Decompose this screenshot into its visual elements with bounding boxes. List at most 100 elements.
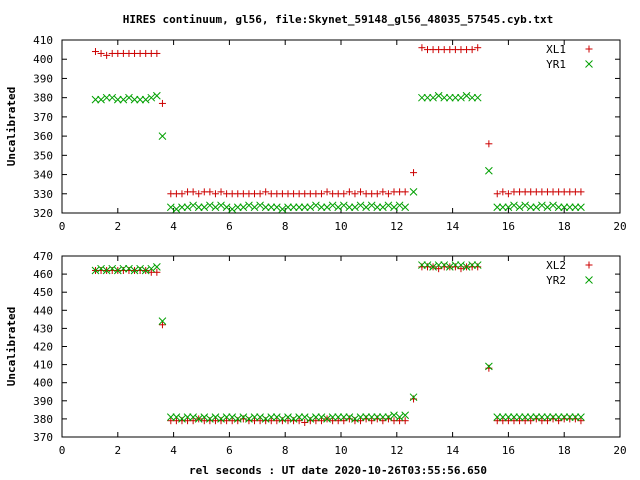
data-point [340,190,348,198]
legend-marker [585,45,593,53]
data-point [504,190,512,198]
series-yr1 [91,91,585,214]
data-point [217,188,225,196]
data-point [136,264,144,273]
data-point [571,203,580,212]
legend-label: XL2 [546,259,566,272]
data-point [351,415,359,423]
x-tick-label: 10 [334,220,347,233]
data-point [328,201,337,210]
legend-marker [585,261,593,269]
data-point [504,413,513,421]
data-point [130,95,139,104]
data-point [462,263,471,271]
x-tick-label: 6 [226,444,233,457]
x-tick-label: 4 [170,444,177,457]
data-point [378,203,387,212]
x-tick-label: 12 [390,220,403,233]
data-point [440,261,449,269]
data-point [521,201,529,210]
y-tick-label: 400 [33,377,53,390]
data-point [239,203,248,212]
x-axis-label: rel seconds : UT date 2020-10-26T03:55:5… [189,464,487,477]
y-tick-label: 430 [33,322,53,335]
data-point [323,415,331,423]
y-tick-label: 390 [33,72,53,85]
data-point [194,203,203,212]
data-point [194,415,203,423]
data-point [250,203,259,212]
data-point [119,264,128,273]
data-point [245,201,253,210]
data-point [153,49,161,57]
data-point [498,203,507,212]
data-point [362,203,370,212]
data-point [317,190,325,198]
data-point [328,413,337,421]
data-point [538,201,546,210]
data-point [206,188,214,196]
data-point [125,264,133,273]
plot-panel-2: 0 2 4 6 8 10 12 14 16 18 20 370 380 390 400 410 420 430 44… [5,250,627,457]
data-point [250,413,259,421]
data-point [485,166,493,175]
data-point [339,413,348,421]
data-point [189,413,197,421]
x-tick-label: 2 [114,444,121,457]
x-tick-label: 0 [59,444,66,457]
data-point [284,203,292,212]
data-point [200,413,209,421]
data-point [384,413,393,421]
data-point [91,48,99,56]
data-point [351,203,359,212]
data-point [222,413,231,421]
y-axis-label: Uncalibrated [5,307,18,386]
data-point [289,415,298,423]
plot-frame [61,255,621,438]
x-tick-label: 6 [226,220,233,233]
data-point [300,203,309,212]
data-point [485,362,493,371]
data-point [267,203,276,212]
data-point [410,169,418,177]
data-point [440,93,449,102]
x-tick-label: 2 [114,220,121,233]
data-point [256,413,264,421]
data-point [113,266,122,275]
x-tick-label: 12 [390,444,403,457]
data-point [356,413,365,421]
plot-frame [61,39,621,214]
y-tick-label: 330 [33,188,53,201]
data-point [526,203,535,212]
data-point [485,140,493,148]
data-point [102,93,111,102]
y-tick-label: 380 [33,92,53,105]
data-point [317,203,326,212]
data-point [390,203,398,212]
data-point [356,201,365,210]
data-point [141,95,150,104]
data-point [379,188,387,196]
data-point [261,203,270,212]
data-point [312,201,320,210]
data-point [261,415,270,423]
data-point [183,203,192,212]
data-point [295,203,304,212]
data-point [451,93,460,102]
data-point [345,413,354,421]
x-tick-label: 10 [334,444,347,457]
data-point [560,413,569,421]
data-point [515,203,524,212]
data-point [166,413,175,421]
x-tick-label: 18 [558,444,571,457]
data-point [554,413,563,421]
legend-label: YR1 [546,58,566,71]
data-point [153,263,161,271]
x-tick-label: 20 [613,220,626,233]
data-point [493,203,502,212]
series-xl2 [91,263,585,427]
data-point [395,201,404,210]
data-point [498,413,507,421]
data-point [339,201,348,210]
data-point [147,264,156,273]
